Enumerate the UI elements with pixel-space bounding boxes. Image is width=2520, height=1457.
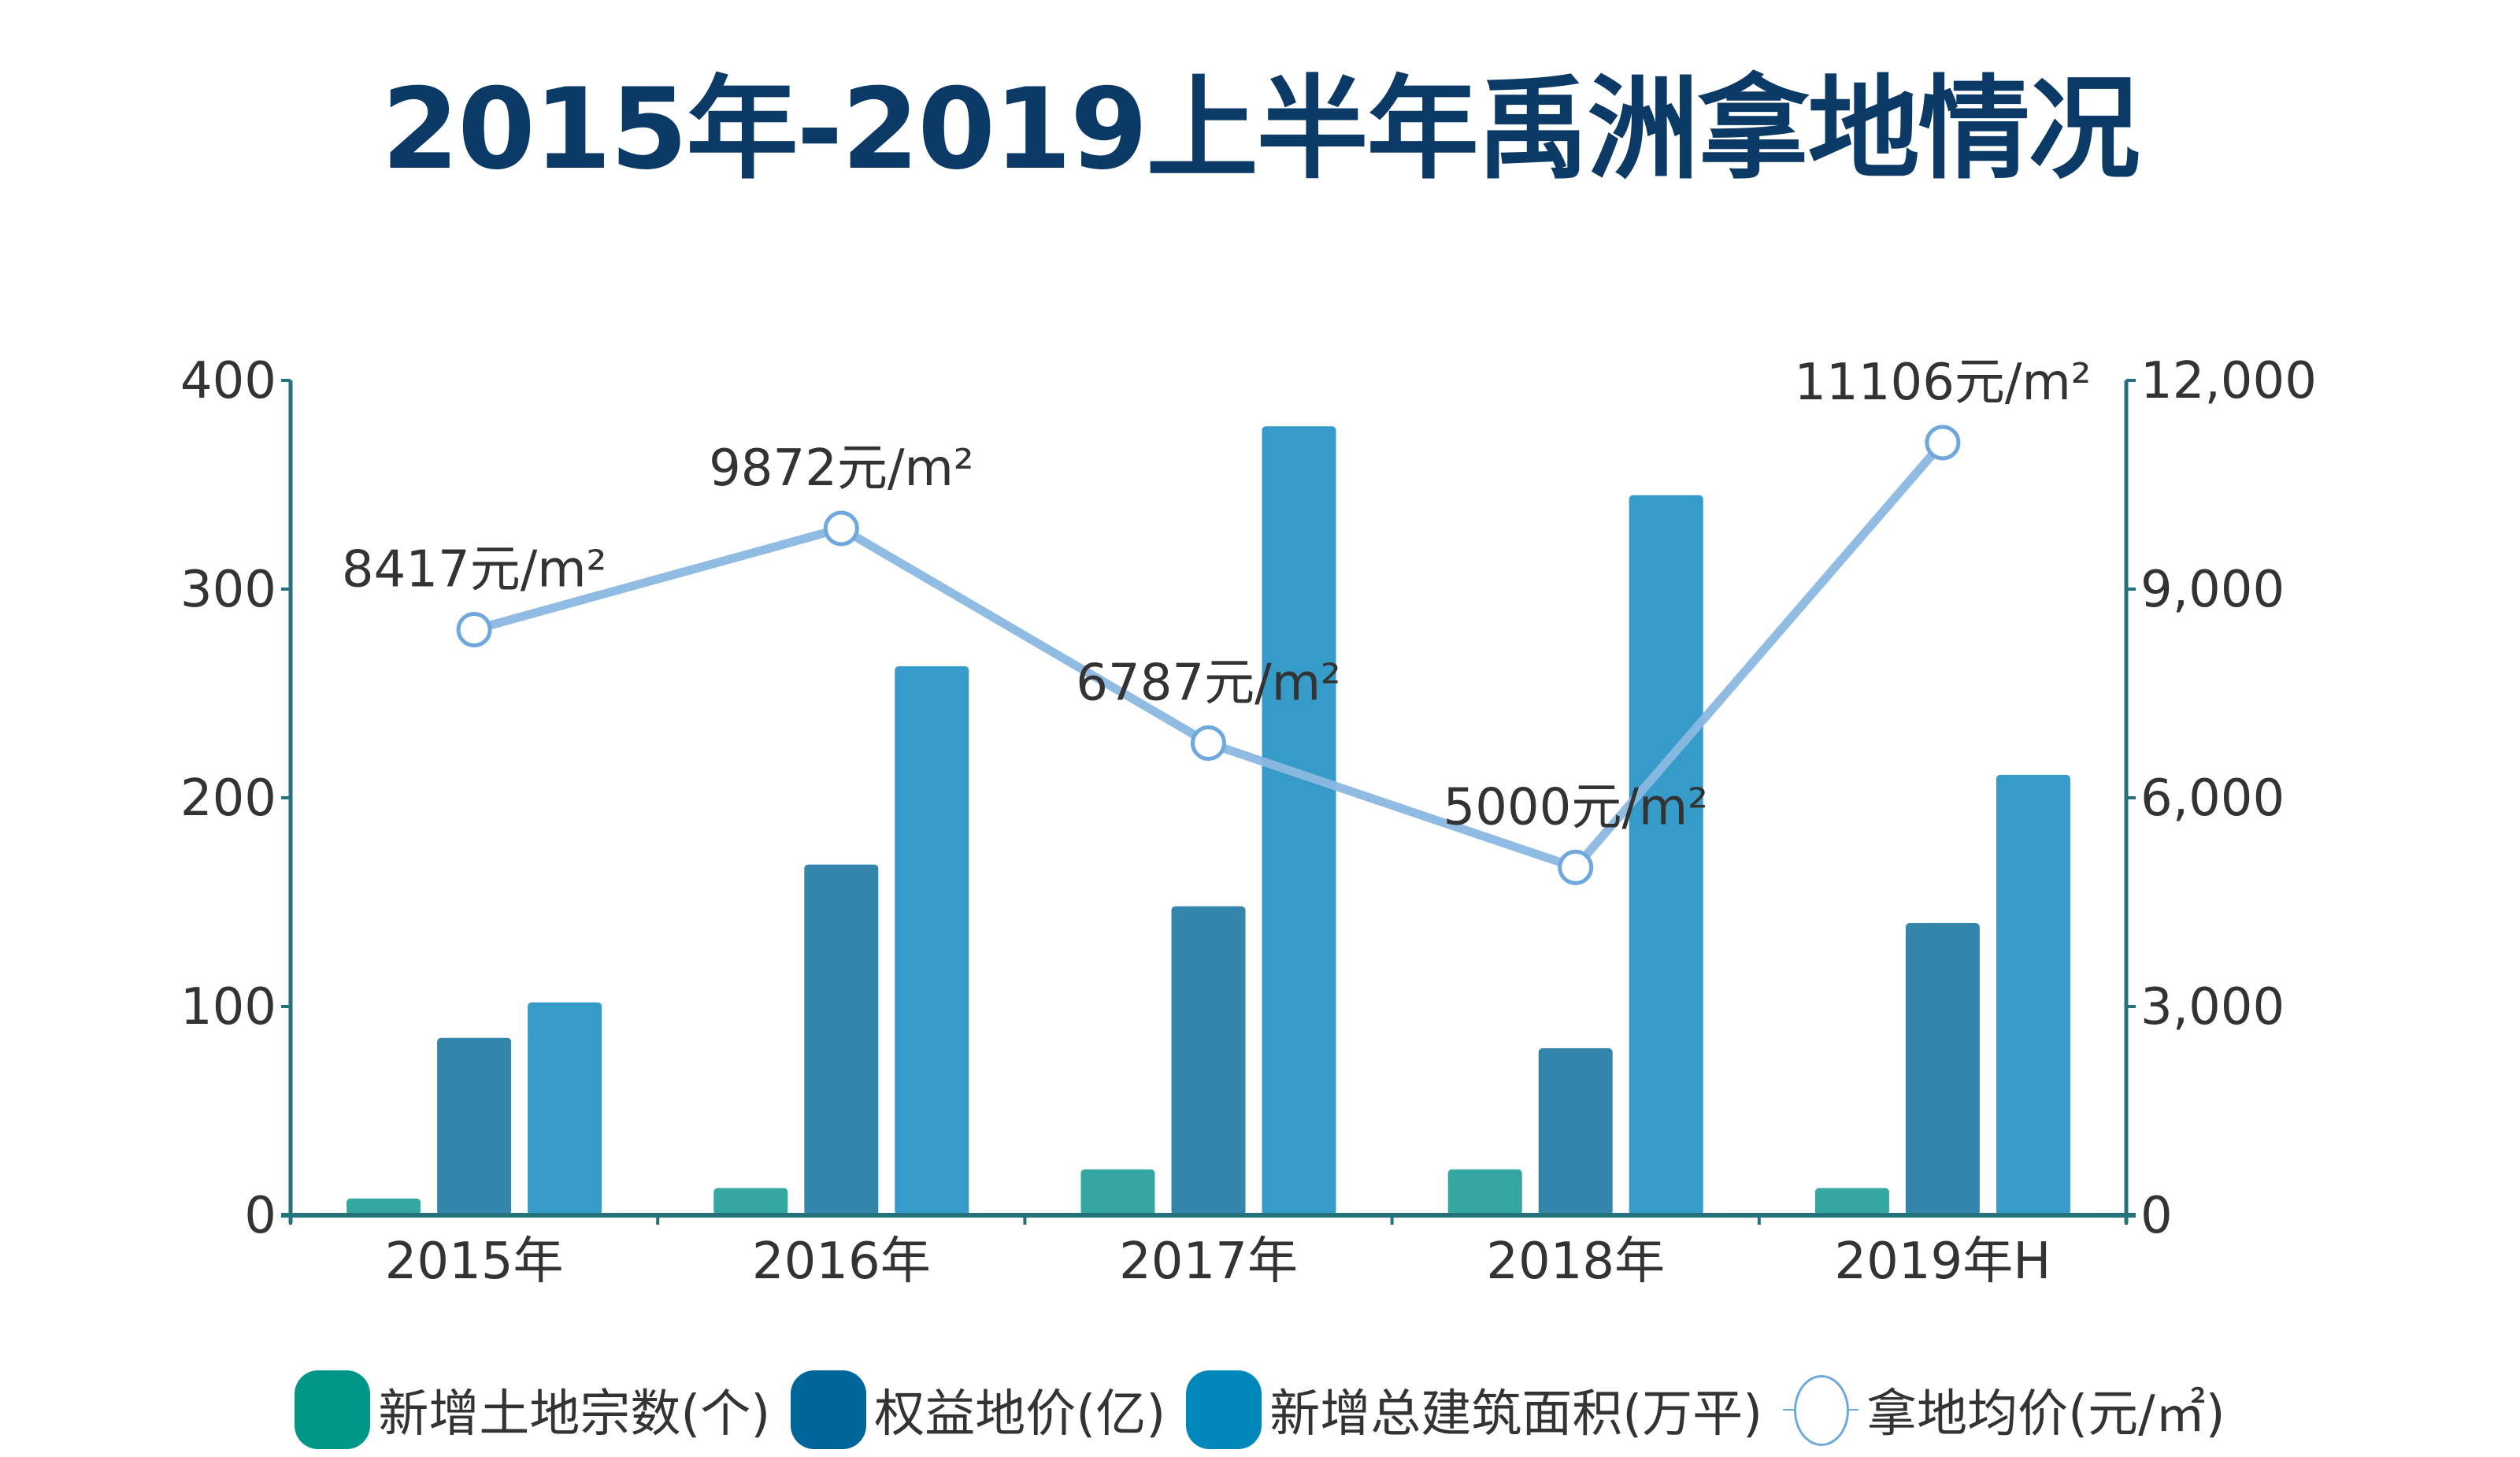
- left-y-tick-label: 400: [180, 352, 276, 410]
- right-y-tick-label: 3,000: [2140, 978, 2285, 1036]
- right-y-tick-label: 6,000: [2140, 769, 2285, 828]
- bar-3-5: [1996, 774, 2070, 1215]
- x-tick-label: 2017年: [1119, 1233, 1298, 1291]
- axes-layer: [281, 379, 2136, 1225]
- left-y-tick-label: 0: [244, 1187, 276, 1245]
- line-data-label-1: 8417元/m²: [342, 540, 606, 599]
- legend-item-3: 新增总建筑面积(万平): [1186, 1370, 1762, 1449]
- right-y-tick-label: 12,000: [2140, 352, 2317, 410]
- legend-label: 新增土地宗数(个): [378, 1385, 771, 1444]
- line-data-label-3: 6787元/m²: [1076, 654, 1340, 712]
- labels-layer: 0 100 200 300 400 0 3,000 6,000 9,000 12,000 2015年…: [180, 352, 2317, 1291]
- line-point-2: [823, 510, 859, 547]
- bar-2-1: [437, 1037, 512, 1215]
- legend-label: 权益地价(亿): [874, 1385, 1166, 1444]
- left-y-tick-label: 200: [180, 769, 276, 828]
- bar-2-4: [1538, 1048, 1613, 1215]
- line-data-label-4: 5000元/m²: [1443, 778, 1707, 836]
- bar-1-4: [1447, 1169, 1522, 1215]
- x-tick-label: 2018年: [1486, 1233, 1665, 1291]
- legend-item-2: 权益地价(亿): [791, 1370, 1166, 1449]
- line-point-5: [1925, 424, 1961, 461]
- bar-3-4: [1629, 495, 1703, 1215]
- legend-swatch: [295, 1370, 371, 1449]
- left-y-tick-label: 100: [180, 978, 276, 1036]
- bar-1-2: [713, 1188, 788, 1215]
- x-tick-label: 2016年: [752, 1233, 931, 1291]
- legend-item-4: 拿地均价(元/㎡): [1783, 1370, 2225, 1449]
- chart-plot: 0 100 200 300 400 0 3,000 6,000 9,000 12,000 2015年…: [180, 352, 2317, 1291]
- bar-3-2: [895, 666, 969, 1215]
- bars-layer: [346, 426, 2070, 1215]
- bar-2-2: [804, 864, 879, 1215]
- bar-1-3: [1080, 1169, 1155, 1215]
- bar-2-5: [1905, 923, 1980, 1215]
- bar-2-3: [1171, 906, 1246, 1215]
- x-tick-label: 2019年H: [1834, 1233, 2051, 1291]
- line-data-label-5: 11106元/m²: [1794, 354, 2091, 412]
- line-point-4: [1558, 849, 1594, 885]
- bar-1-1: [346, 1198, 421, 1215]
- legend-swatch: [1186, 1370, 1262, 1449]
- line-data-label-2: 9872元/m²: [709, 439, 973, 498]
- line-point-1: [456, 611, 492, 647]
- legend-label: 拿地均价(元/㎡): [1866, 1385, 2225, 1444]
- left-y-tick-label: 300: [180, 561, 276, 619]
- right-y-tick-label: 0: [2140, 1187, 2173, 1245]
- bar-3-3: [1262, 426, 1336, 1215]
- bar-3-1: [528, 1002, 602, 1215]
- chart-title: 2015年-2019上半年禹洲拿地情况: [381, 65, 2140, 195]
- right-y-tick-label: 9,000: [2140, 561, 2285, 619]
- line-point-3: [1191, 725, 1226, 761]
- legend: 新增土地宗数(个) 权益地价(亿) 新增总建筑面积(万平) 拿地均价(元/㎡): [0, 1370, 2520, 1449]
- bar-1-5: [1814, 1188, 1889, 1215]
- legend-label: 新增总建筑面积(万平): [1269, 1385, 1763, 1444]
- legend-line-marker-icon: [1783, 1370, 1859, 1449]
- x-tick-label: 2015年: [385, 1233, 564, 1291]
- legend-swatch: [791, 1370, 867, 1449]
- line-layer: [456, 424, 1961, 885]
- legend-item-1: 新增土地宗数(个): [295, 1370, 770, 1449]
